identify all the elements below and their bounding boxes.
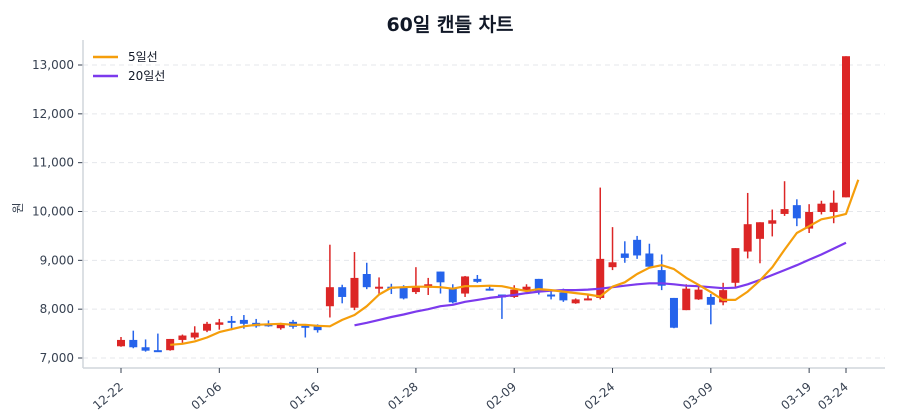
candle-down <box>153 350 162 353</box>
candle-up <box>817 203 826 212</box>
candle-down <box>547 294 556 297</box>
candle-up <box>411 286 420 293</box>
candle-down <box>657 270 666 286</box>
ma5-line <box>170 179 860 346</box>
candle-down <box>645 253 654 267</box>
candle-up <box>571 299 580 304</box>
candle-down <box>706 296 715 305</box>
candle-down <box>141 347 150 351</box>
chart-title: 60일 캔들 차트 <box>386 14 514 36</box>
x-tick-label: 12-22 <box>90 380 126 413</box>
candle-up <box>215 322 224 325</box>
candle-up <box>583 298 592 301</box>
y-tick-label: 13,000 <box>32 58 74 72</box>
x-tick-label: 03-19 <box>778 380 814 413</box>
candle-up <box>350 277 359 308</box>
candle-up <box>190 332 199 338</box>
y-tick-label: 9,000 <box>40 253 74 267</box>
candle-down <box>620 253 629 258</box>
x-tick-label: 01-16 <box>287 380 323 413</box>
x-tick-label: 03-24 <box>815 380 851 413</box>
candles <box>117 56 850 353</box>
candle-up <box>117 339 125 347</box>
candle-up <box>608 262 617 268</box>
candle-down <box>448 288 457 303</box>
candle-up <box>694 289 703 300</box>
candle-down <box>313 326 322 331</box>
candle-up <box>755 222 764 239</box>
candle-up <box>325 287 334 307</box>
y-tick-label: 10,000 <box>32 205 74 219</box>
y-tick-label: 12,000 <box>32 107 74 121</box>
moving-average-lines <box>170 179 860 346</box>
x-tick-label: 02-24 <box>582 380 618 413</box>
candle-up <box>522 286 531 291</box>
candle-down <box>485 288 494 291</box>
x-tick-label: 01-28 <box>385 380 421 413</box>
x-tick-label: 02-09 <box>483 380 519 413</box>
ma20-line <box>354 241 847 327</box>
candle-down <box>436 271 445 283</box>
candle-up <box>805 211 814 229</box>
candle-down <box>362 274 371 288</box>
candle-up <box>780 209 789 214</box>
candle-down <box>227 320 236 323</box>
y-tick-label: 7,000 <box>40 351 74 365</box>
candle-down <box>633 239 642 256</box>
candle-up <box>596 258 605 298</box>
candle-down <box>534 278 543 292</box>
candle-down <box>399 286 408 299</box>
candle-up <box>682 288 691 311</box>
candle-up <box>276 323 285 329</box>
candle-up <box>743 224 752 252</box>
candle-down <box>792 205 801 219</box>
y-tick-label: 8,000 <box>40 302 74 316</box>
y-axis-label: 원 <box>11 202 25 213</box>
candle-down <box>559 292 568 301</box>
candle-down <box>239 319 248 324</box>
legend-ma5-label: 5일선 <box>128 50 158 64</box>
candle-down <box>338 287 347 297</box>
candle-up <box>719 290 728 303</box>
candle-up <box>842 56 850 198</box>
candle-up <box>510 289 519 297</box>
candle-down <box>301 325 310 328</box>
grid-lines <box>83 64 885 359</box>
candle-down <box>473 278 482 282</box>
legend: 5일선 20일선 <box>93 50 165 83</box>
candle-up <box>768 220 777 224</box>
candle-down <box>669 297 678 328</box>
x-tick-label: 03-09 <box>680 380 716 413</box>
candle-up <box>178 335 187 340</box>
candle-up <box>375 286 384 289</box>
legend-ma20-label: 20일선 <box>128 69 165 83</box>
candle-up <box>829 202 838 212</box>
candle-down <box>129 339 138 348</box>
y-tick-label: 11,000 <box>32 156 74 170</box>
candle-up <box>461 276 470 294</box>
candle-up <box>166 338 175 351</box>
x-tick-label: 01-06 <box>189 380 225 413</box>
candle-up <box>203 323 212 331</box>
candle-up <box>731 248 740 283</box>
